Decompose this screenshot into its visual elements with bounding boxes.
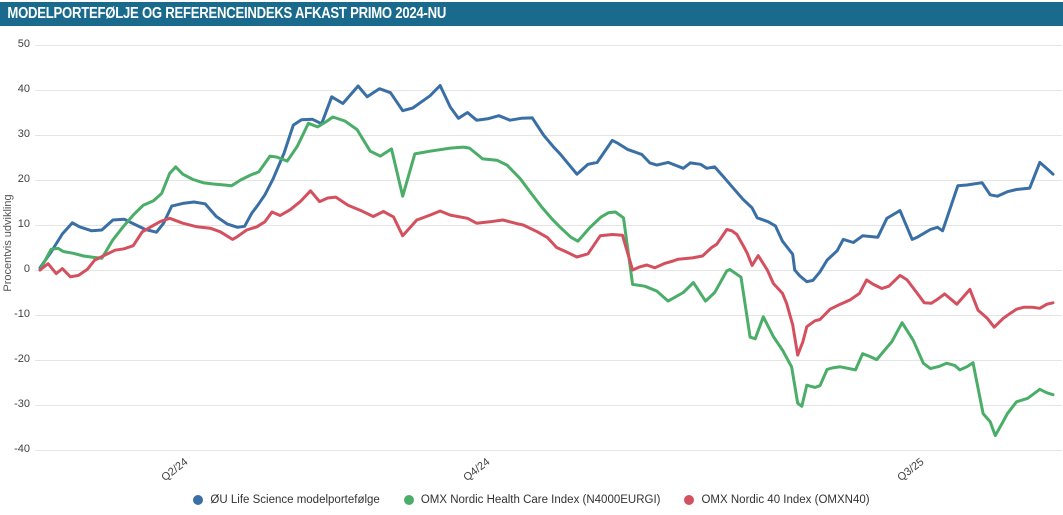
series-line-1	[38, 115, 1055, 438]
legend-label: ØU Life Science modelportefølge	[210, 494, 380, 506]
y-tick-label--40: -40	[14, 443, 30, 455]
y-tick-label-50: 50	[17, 38, 30, 50]
legend-item-0: ØU Life Science modelportefølge	[193, 494, 380, 506]
gridline-y-20	[35, 360, 1062, 361]
legend-dot-icon	[193, 495, 204, 505]
y-tick-label-40: 40	[17, 83, 30, 95]
y-tick-label-30: 30	[17, 128, 30, 140]
gridline-y30	[35, 135, 1062, 136]
legend-label: OMX Nordic 40 Index (OMXN40)	[701, 494, 870, 506]
gridline-y-10	[35, 315, 1062, 316]
series-line-2	[38, 189, 1055, 357]
gridline-y-30	[35, 405, 1062, 406]
y-tick-label-0: 0	[23, 263, 30, 275]
chart-legend: ØU Life Science modelportefølge OMX Nordi…	[0, 494, 1063, 506]
chart-title-bar: MODELPORTEFØLJE OG REFERENCEINDEKS AFKAS…	[0, 2, 1063, 26]
y-tick-label-10: 10	[17, 218, 30, 230]
y-tick-label-20: 20	[17, 173, 30, 185]
chart-title: MODELPORTEFØLJE OG REFERENCEINDEKS AFKAS…	[7, 5, 447, 22]
legend-dot-icon	[403, 495, 414, 505]
gridline-y-40	[35, 450, 1062, 451]
legend-item-1: OMX Nordic Health Care Index (N4000EURGI…	[403, 494, 661, 506]
gridline-y20	[35, 180, 1062, 181]
legend-item-2: OMX Nordic 40 Index (OMXN40)	[684, 494, 870, 506]
series-line-0	[38, 84, 1055, 284]
y-tick-label--10: -10	[14, 308, 30, 320]
y-tick-label--30: -30	[14, 398, 30, 410]
gridline-y40	[35, 90, 1062, 91]
gridline-y50	[35, 45, 1062, 46]
gridline-y10	[35, 225, 1062, 226]
legend-label: OMX Nordic Health Care Index (N4000EURGI…	[420, 494, 661, 506]
legend-dot-icon	[684, 495, 695, 505]
gridline-y0	[35, 270, 1062, 271]
y-tick-label--20: -20	[14, 353, 30, 365]
